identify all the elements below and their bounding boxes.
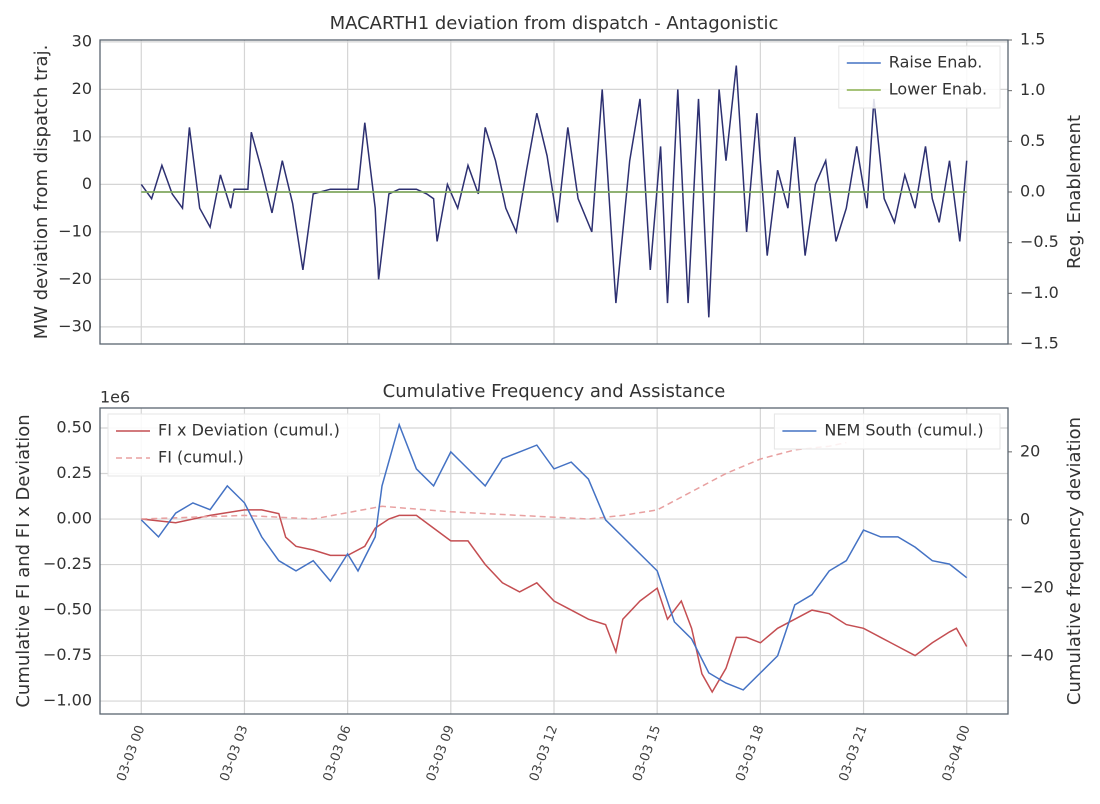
legend-label: FI (cumul.): [158, 448, 244, 467]
y2-tick-label: −20: [1020, 577, 1054, 596]
y2-axis-label: Reg. Enablement: [1064, 115, 1085, 269]
y-tick-label: 20: [72, 79, 92, 98]
x-tick-label: 03-03 15: [630, 723, 664, 783]
y2-tick-label: 1.5: [1020, 30, 1045, 49]
y-tick-label: −0.50: [43, 600, 92, 619]
y2-tick-label: 1.0: [1020, 80, 1045, 99]
y-axis-label: Cumulative FI and FI x Deviation: [13, 414, 34, 707]
y-tick-label: −0.75: [43, 645, 92, 664]
x-tick-label: 03-03 18: [733, 723, 767, 783]
legend-label: Lower Enab.: [889, 80, 987, 99]
legend-label: Raise Enab.: [889, 53, 983, 72]
y2-tick-label: −1.0: [1020, 283, 1059, 302]
x-tick-label: 03-03 21: [837, 723, 871, 783]
x-tick-label: 03-03 12: [527, 723, 561, 783]
legend-label: FI x Deviation (cumul.): [158, 421, 340, 440]
legend-label: NEM South (cumul.): [824, 421, 983, 440]
y-tick-label: −30: [58, 316, 92, 335]
y2-tick-label: 0: [1020, 509, 1030, 528]
y2-tick-label: −40: [1020, 645, 1054, 664]
chart-title: Cumulative Frequency and Assistance: [383, 381, 726, 402]
y-tick-label: −10: [58, 221, 92, 240]
x-tick-label: 03-03 00: [114, 723, 148, 783]
legend-box: [838, 45, 1001, 109]
x-tick-label: 03-03 06: [321, 723, 355, 783]
series-line: [141, 441, 847, 520]
y2-tick-label: 20: [1020, 441, 1040, 460]
y-tick-label: 30: [72, 31, 92, 50]
legend-box: [107, 413, 381, 477]
y-offset-label: 1e6: [100, 388, 130, 407]
x-tick-label: 03-04 00: [940, 723, 974, 783]
y-tick-label: 0.00: [56, 509, 92, 528]
chart-title: MACARTH1 deviation from dispatch - Antag…: [330, 13, 779, 34]
series-line: [140, 65, 968, 318]
series-line: [140, 422, 968, 691]
series-line: [141, 509, 968, 694]
x-tick-label: 03-03 03: [217, 723, 251, 783]
y-tick-label: −20: [58, 269, 92, 288]
y2-tick-label: −0.5: [1020, 232, 1059, 251]
y2-tick-label: 0.0: [1020, 182, 1045, 201]
y2-axis-label: Cumulative frequency deviation: [1064, 417, 1085, 705]
plot-frame: [99, 39, 1009, 345]
y-tick-label: 0.50: [56, 418, 92, 437]
y2-tick-label: 0.5: [1020, 131, 1045, 150]
y-tick-label: 0: [82, 174, 92, 193]
y-axis-label: MW deviation from dispatch traj.: [31, 45, 52, 340]
y-tick-label: −1.00: [43, 691, 92, 710]
y2-tick-label: −1.5: [1020, 334, 1059, 353]
y-tick-label: −0.25: [43, 554, 92, 573]
x-tick-label: 03-03 09: [424, 723, 458, 783]
y-tick-label: 10: [72, 126, 92, 145]
plot-frame: [99, 407, 1009, 715]
y-tick-label: 0.25: [56, 463, 92, 482]
